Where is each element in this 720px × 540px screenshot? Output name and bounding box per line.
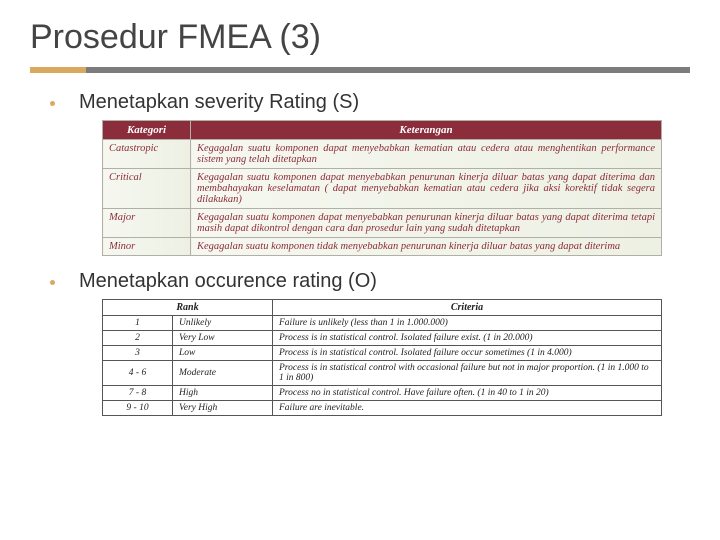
slide: Prosedur FMEA (3) Menetapkan severity Ra… [0,0,720,416]
occurrence-table: Rank Criteria 1 Unlikely Failure is unli… [102,299,662,416]
occ-cat-2: Low [173,346,273,361]
occ-cat-4: High [173,386,273,401]
occ-rank-3: 4 - 6 [103,361,173,386]
sev-header-keterangan: Keterangan [191,121,662,140]
sev-cat-3: Minor [103,238,191,256]
occ-header-rank: Rank [103,300,273,316]
table-row: 9 - 10 Very High Failure are inevitable. [103,401,662,416]
occ-rank-2: 3 [103,346,173,361]
occ-cat-0: Unlikely [173,316,273,331]
sev-cat-0: Catastropic [103,140,191,169]
occ-crit-3: Process is in statistical control with o… [273,361,662,386]
bullet-text-occurrence: Menetapkan occurence rating (O) [79,270,377,293]
table-row: 7 - 8 High Process no in statistical con… [103,386,662,401]
table-row: Minor Kegagalan suatu komponen tidak men… [103,238,662,256]
occ-crit-5: Failure are inevitable. [273,401,662,416]
sev-tbody: Catastropic Kegagalan suatu komponen dap… [103,140,662,256]
bullet-text-severity: Menetapkan severity Rating (S) [79,91,359,114]
severity-table: Kategori Keterangan Catastropic Kegagala… [102,120,662,256]
bullet-severity: Menetapkan severity Rating (S) [50,91,690,114]
occ-cat-1: Very Low [173,331,273,346]
occ-tbody: 1 Unlikely Failure is unlikely (less tha… [103,316,662,416]
table-row: 3 Low Process is in statistical control.… [103,346,662,361]
sev-header-kategori: Kategori [103,121,191,140]
sev-desc-1: Kegagalan suatu komponen dapat menyebabk… [191,169,662,209]
table-row: 2 Very Low Process is in statistical con… [103,331,662,346]
table-header-row: Kategori Keterangan [103,121,662,140]
bullet-icon [50,280,55,285]
occ-crit-2: Process is in statistical control. Isola… [273,346,662,361]
occ-crit-1: Process is in statistical control. Isola… [273,331,662,346]
sev-desc-2: Kegagalan suatu komponen dapat menyebabk… [191,209,662,238]
title-underline [30,67,690,73]
sev-cat-2: Major [103,209,191,238]
page-title: Prosedur FMEA (3) [30,18,690,57]
bullet-icon [50,101,55,106]
occ-rank-4: 7 - 8 [103,386,173,401]
occ-rank-5: 9 - 10 [103,401,173,416]
occ-rank-0: 1 [103,316,173,331]
table-row: Critical Kegagalan suatu komponen dapat … [103,169,662,209]
sev-desc-0: Kegagalan suatu komponen dapat menyebabk… [191,140,662,169]
occ-header-criteria: Criteria [273,300,662,316]
table-header-row: Rank Criteria [103,300,662,316]
occ-cat-3: Moderate [173,361,273,386]
occ-cat-5: Very High [173,401,273,416]
occ-crit-4: Process no in statistical control. Have … [273,386,662,401]
occ-crit-0: Failure is unlikely (less than 1 in 1.00… [273,316,662,331]
table-row: Major Kegagalan suatu komponen dapat men… [103,209,662,238]
table-row: 1 Unlikely Failure is unlikely (less tha… [103,316,662,331]
sev-desc-3: Kegagalan suatu komponen tidak menyebabk… [191,238,662,256]
sev-cat-1: Critical [103,169,191,209]
underline-accent [30,67,86,73]
underline-main [86,67,690,73]
table-row: Catastropic Kegagalan suatu komponen dap… [103,140,662,169]
occ-rank-1: 2 [103,331,173,346]
table-row: 4 - 6 Moderate Process is in statistical… [103,361,662,386]
bullet-occurrence: Menetapkan occurence rating (O) [50,270,690,293]
